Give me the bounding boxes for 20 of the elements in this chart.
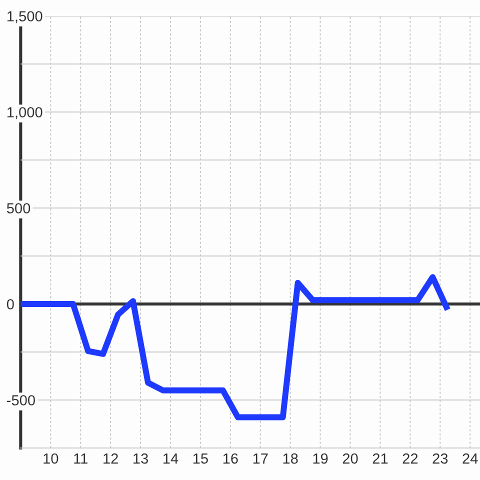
y-tick-label: -500 [7, 395, 35, 406]
x-tick-label: 11 [74, 454, 88, 464]
x-tick-label: 21 [372, 453, 388, 464]
x-tick-label: 16 [223, 453, 238, 464]
x-tick-label: 24 [462, 453, 478, 464]
y-tick-label: 1,500 [7, 11, 42, 24]
x-tick-label: 22 [402, 453, 418, 464]
y-tick-label: 1,000 [7, 107, 42, 120]
x-tick-label: 18 [283, 453, 298, 464]
x-tick-label: 13 [134, 453, 148, 464]
x-tick-label: 14 [163, 454, 178, 464]
x-tick-label: 15 [193, 454, 208, 464]
y-tick-label: 500 [6, 203, 30, 214]
x-tick-label: 23 [432, 453, 448, 464]
y-tick-label: 0 [6, 299, 14, 310]
x-tick-label: 19 [313, 453, 328, 464]
x-tick-label: 17 [253, 454, 268, 464]
x-tick-label: 10 [44, 453, 58, 464]
x-tick-label: 12 [104, 453, 118, 464]
x-tick-label: 20 [342, 453, 358, 464]
